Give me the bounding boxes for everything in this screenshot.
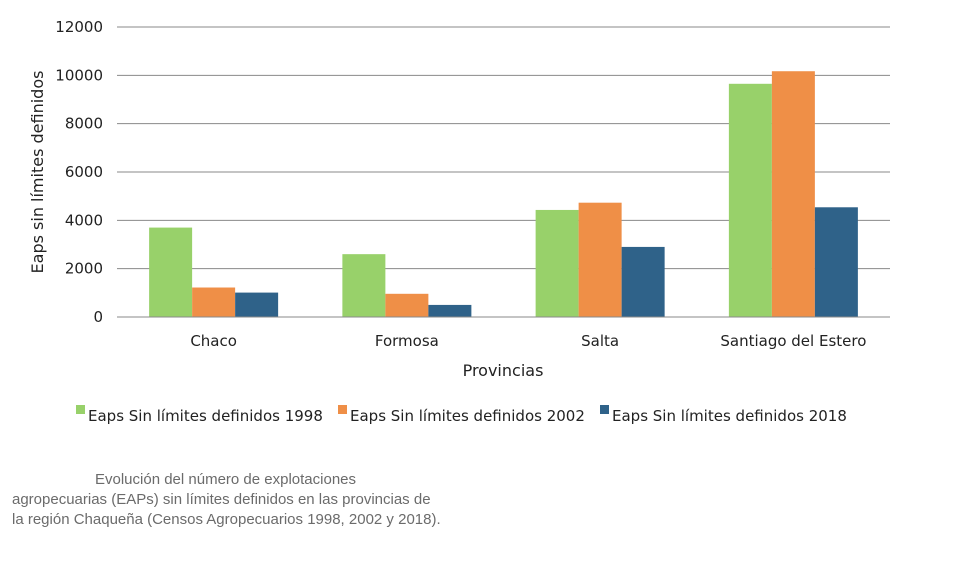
legend-label: Eaps Sin límites definidos 2018 bbox=[612, 407, 847, 425]
legend-swatch bbox=[338, 405, 347, 414]
legend-item: Eaps Sin límites definidos 2002 bbox=[338, 405, 585, 425]
bar-santiago-del-estero-series-2 bbox=[814, 207, 858, 317]
legend-item: Eaps Sin límites definidos 1998 bbox=[76, 405, 323, 425]
bar-chaco-series-1 bbox=[192, 287, 236, 317]
y-tick-label: 2000 bbox=[65, 260, 103, 278]
bar-santiago-del-estero-series-0 bbox=[728, 83, 772, 318]
y-tick-label: 4000 bbox=[65, 211, 103, 229]
x-axis-ticks: Chaco Formosa Salta Santiago del Estero bbox=[190, 332, 866, 350]
legend-label: Eaps Sin límites definidos 1998 bbox=[88, 407, 323, 425]
bar-salta-series-1 bbox=[578, 202, 622, 317]
y-tick-label: 0 bbox=[93, 308, 103, 326]
bar-salta-series-2 bbox=[621, 246, 665, 317]
x-axis-title: Provincias bbox=[463, 361, 544, 380]
bar-formosa-series-2 bbox=[428, 304, 472, 317]
y-tick-label: 8000 bbox=[65, 115, 103, 133]
bars bbox=[149, 71, 858, 318]
caption-line: Evolución del número de explotaciones bbox=[95, 471, 356, 488]
bar-salta-series-0 bbox=[535, 209, 579, 317]
bar-santiago-del-estero-series-1 bbox=[771, 71, 815, 317]
caption-line: agropecuarias (EAPs) sin límites definid… bbox=[12, 491, 431, 508]
x-tick-label: Santiago del Estero bbox=[720, 332, 866, 350]
y-tick-label: 6000 bbox=[65, 163, 103, 181]
figure-caption: Evolución del número de explotaciones ag… bbox=[12, 470, 482, 530]
y-axis-ticks: 0 2000 4000 6000 8000 10000 12000 bbox=[55, 18, 103, 326]
bar-chart: 0 2000 4000 6000 8000 10000 12000 Chaco Formosa… bbox=[28, 18, 890, 425]
legend-swatch bbox=[76, 405, 85, 414]
legend-item: Eaps Sin límites definidos 2018 bbox=[600, 405, 847, 425]
caption-line: la región Chaqueña (Censos Agropecuarios… bbox=[12, 511, 441, 528]
legend-label: Eaps Sin límites definidos 2002 bbox=[350, 407, 585, 425]
bar-chaco-series-2 bbox=[235, 292, 279, 317]
y-tick-label: 10000 bbox=[55, 66, 103, 84]
bar-formosa-series-0 bbox=[342, 254, 386, 317]
x-tick-label: Formosa bbox=[375, 332, 439, 350]
bar-formosa-series-1 bbox=[385, 293, 429, 317]
legend-swatch bbox=[600, 405, 609, 414]
y-tick-label: 12000 bbox=[55, 18, 103, 36]
x-tick-label: Salta bbox=[581, 332, 619, 350]
y-axis-title: Eaps sin límites definidos bbox=[28, 71, 47, 274]
x-tick-label: Chaco bbox=[190, 332, 237, 350]
legend: Eaps Sin límites definidos 1998 Eaps Sin … bbox=[76, 405, 847, 425]
bar-chaco-series-0 bbox=[149, 227, 193, 317]
